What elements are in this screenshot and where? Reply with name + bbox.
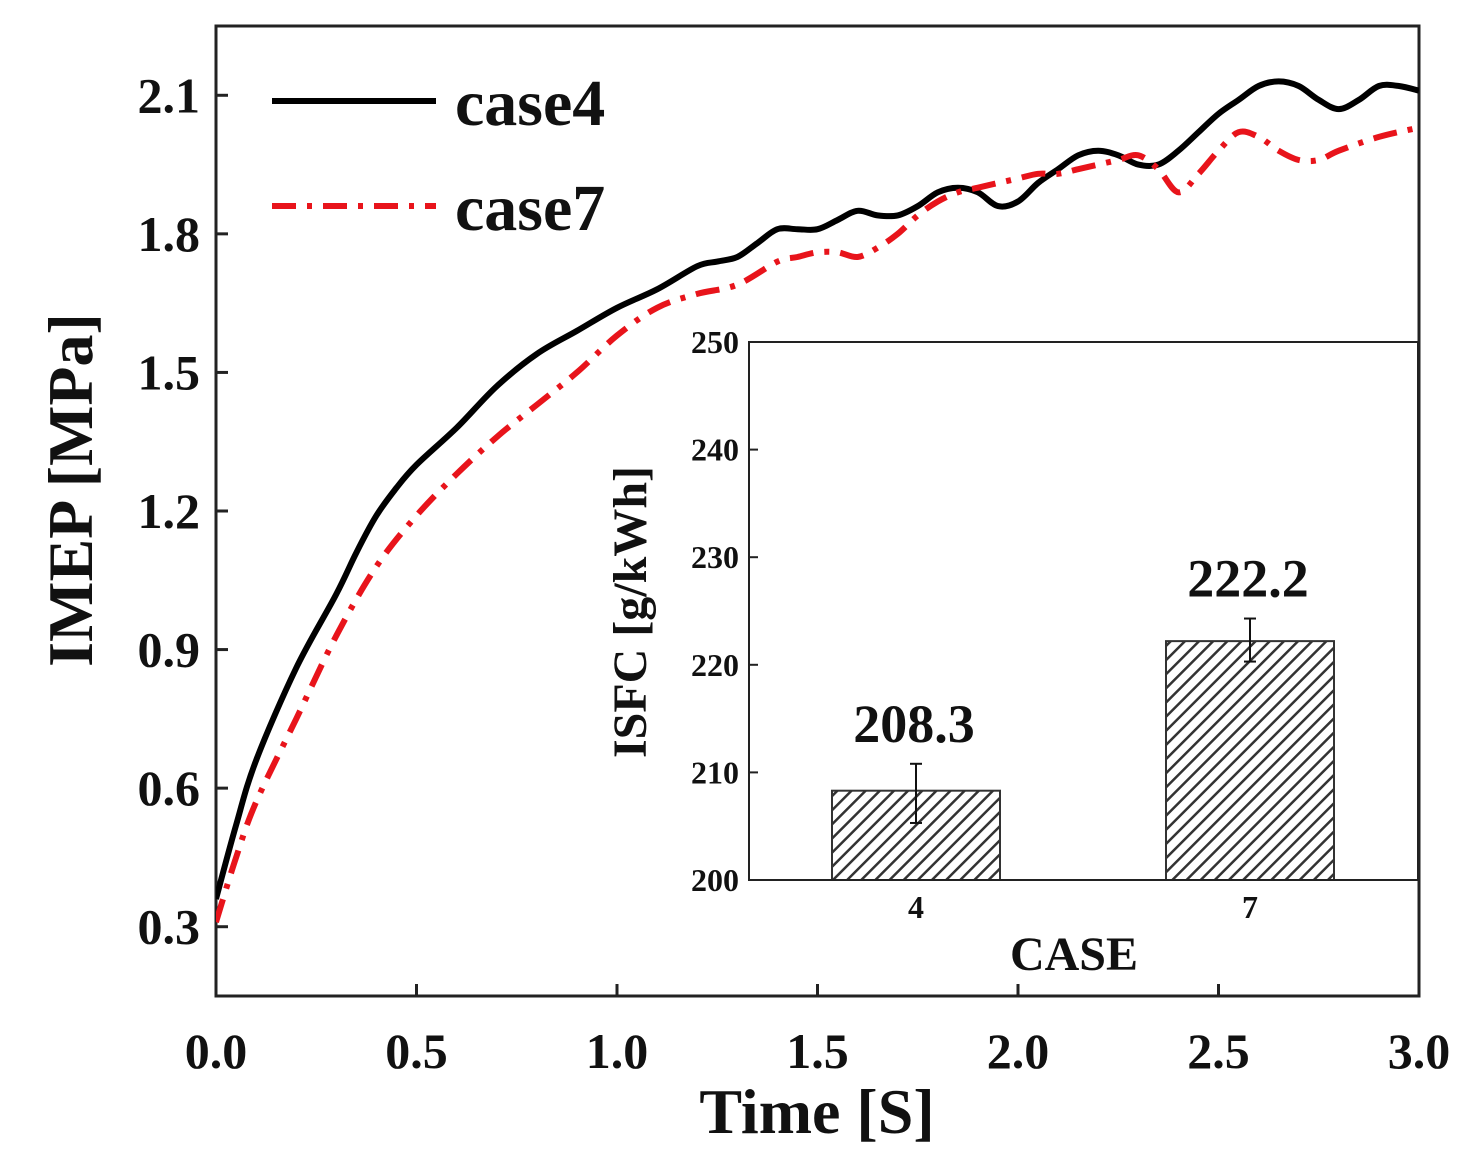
inset-bars: 208.3 222.2	[831, 549, 1335, 882]
inset-y-axis-title: ISFC [g/kWh]	[604, 466, 657, 758]
main-x-tick-label: 1.0	[586, 1023, 649, 1079]
main-x-axis-title: Time [S]	[699, 1076, 934, 1147]
legend-label-case4: case4	[455, 67, 605, 140]
main-y-tick-label: 0.3	[138, 899, 201, 955]
main-x-tick-label: 0.5	[385, 1023, 448, 1079]
inset-x-axis-title: CASE	[1010, 928, 1138, 981]
main-y-tick-label: 0.9	[138, 622, 201, 678]
bar-case-7	[1165, 640, 1335, 881]
legend: case4 case7	[272, 67, 605, 245]
main-series-lines	[216, 78, 1419, 923]
inset-plot-frame	[748, 341, 1419, 881]
inset-y-tick-label: 230	[691, 539, 739, 575]
main-y-ticks: 0.3 0.6 0.9 1.2 1.5 1.8 2.1	[138, 67, 228, 955]
legend-label-case7: case7	[455, 172, 605, 245]
bar-case-4	[831, 789, 1001, 882]
main-y-tick-label: 2.1	[138, 67, 201, 123]
main-x-tick-label: 0.0	[185, 1023, 248, 1079]
series-line-case4	[216, 78, 1419, 900]
main-x-tick-label: 1.5	[786, 1023, 849, 1079]
main-y-tick-label: 1.8	[138, 206, 201, 262]
inset-y-tick-label: 200	[691, 862, 739, 898]
inset-x-tick-label: 4	[908, 889, 924, 925]
series-line-case7	[216, 124, 1419, 923]
bar-value-label-case-4: 208.3	[853, 694, 975, 754]
main-y-tick-label: 1.2	[138, 483, 201, 539]
main-y-tick-label: 0.6	[138, 760, 201, 816]
inset-y-tick-label: 220	[691, 647, 739, 683]
inset-y-tick-label: 210	[691, 754, 739, 790]
main-x-tick-label: 2.5	[1187, 1023, 1250, 1079]
inset-y-ticks: 200 210 220 230 240 250	[691, 324, 758, 898]
bar-value-label-case-7: 222.2	[1187, 549, 1309, 609]
inset-x-tick-label: 7	[1242, 889, 1258, 925]
main-x-ticks: 0.0 0.5 1.0 1.5 2.0 2.5 3.0	[185, 984, 1451, 1079]
main-y-tick-label: 1.5	[138, 344, 201, 400]
inset-y-tick-label: 250	[691, 324, 739, 360]
inset-y-tick-label: 240	[691, 432, 739, 468]
main-y-axis-title: IMEP [MPa]	[35, 313, 106, 667]
main-x-tick-label: 2.0	[987, 1023, 1050, 1079]
main-x-tick-label: 3.0	[1388, 1023, 1451, 1079]
